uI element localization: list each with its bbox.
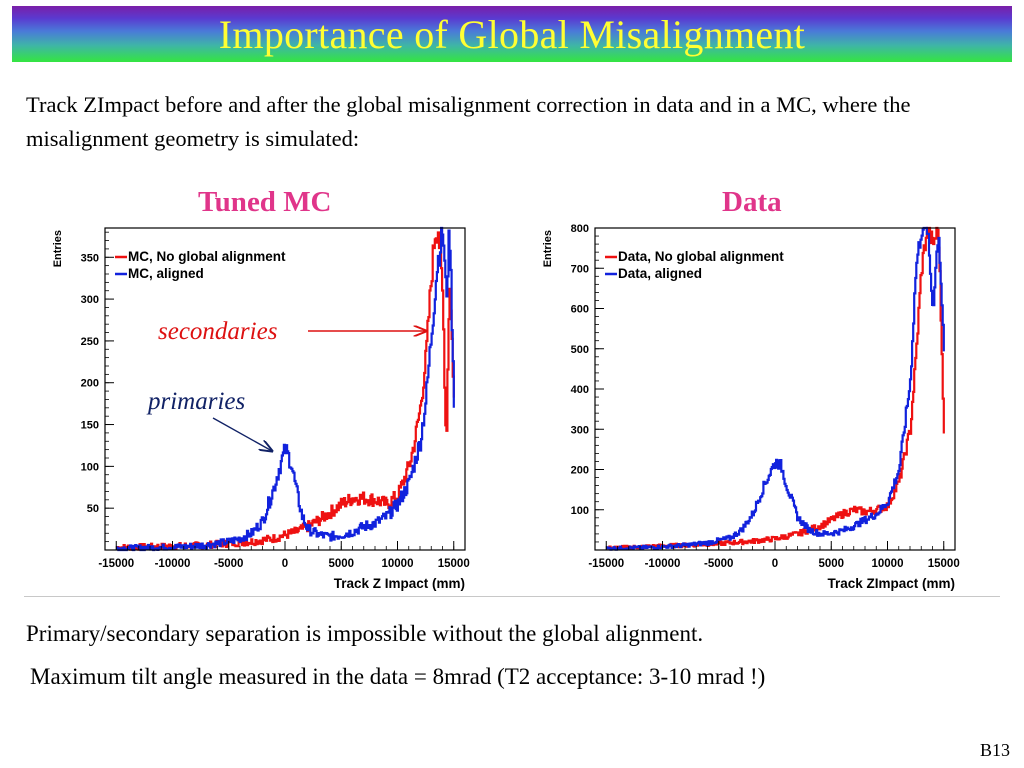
x-tick-label: 0 (282, 558, 288, 570)
intro-text: Track ZImpact before and after the globa… (26, 92, 911, 151)
y-axis-label: Entries (52, 230, 64, 267)
x-tick-label: 15000 (928, 558, 960, 570)
legend-entry: MC, No global alignment (128, 249, 286, 264)
x-tick-label: 10000 (872, 558, 904, 570)
primaries-annotation: primaries (146, 388, 245, 415)
slide-title: Importance of Global Misalignment (218, 11, 806, 57)
y-tick-label: 100 (81, 461, 99, 473)
y-tick-label: 400 (571, 384, 589, 396)
chart-data: 100 200 300 400 500 600 700 800 -15000 -10000 -500… (535, 222, 980, 597)
x-tick-label: -15000 (98, 558, 134, 570)
secondaries-annotation: secondaries (158, 318, 277, 345)
conclusion-tilt-angle: Maximum tilt angle measured in the data … (30, 664, 766, 689)
y-tick-label: 100 (571, 505, 589, 517)
y-tick-label: 250 (81, 336, 99, 348)
legend-entry: Data, No global alignment (618, 249, 784, 264)
y-tick-label: 50 (87, 503, 99, 515)
y-tick-label: 300 (571, 424, 589, 436)
y-axis-label: Entries (542, 230, 554, 267)
conclusion-separation: Primary/secondary separation is impossib… (26, 621, 704, 646)
divider (24, 596, 1000, 597)
chart-tuned-mc: 50 100 150 200 250 300 350 -15000 -10000 -5000 0 50… (45, 222, 490, 597)
y-tick-label: 150 (81, 420, 99, 432)
slide-number: B13 (979, 740, 1010, 760)
x-tick-label: 0 (772, 558, 778, 570)
legend-entry: MC, aligned (128, 266, 204, 281)
x-tick-label: -5000 (214, 558, 243, 570)
x-tick-label: 15000 (438, 558, 470, 570)
chart-background (45, 222, 490, 597)
x-axis-label: Track Z Impact (mm) (334, 576, 465, 591)
primaries-arrow (212, 417, 272, 451)
y-tick-label: 200 (81, 378, 99, 390)
legend-entry: Data, aligned (618, 266, 702, 281)
x-tick-label: -10000 (155, 558, 191, 570)
y-tick-label: 500 (571, 344, 589, 356)
x-tick-label: -10000 (645, 558, 681, 570)
y-tick-label: 700 (571, 263, 589, 275)
series-line-aligned (116, 226, 455, 552)
x-tick-label: -5000 (704, 558, 733, 570)
series-line-aligned (606, 226, 945, 551)
title-bar: Importance of Global Misalignment (12, 6, 1012, 62)
y-tick-label: 200 (571, 465, 589, 477)
y-tick-label: 600 (571, 304, 589, 316)
x-tick-label: 10000 (382, 558, 414, 570)
x-tick-label: -15000 (588, 558, 624, 570)
x-tick-label: 5000 (818, 558, 844, 570)
x-axis-label: Track ZImpact (mm) (827, 576, 955, 591)
y-tick-label: 300 (81, 294, 99, 306)
y-tick-label: 350 (81, 252, 99, 264)
x-tick-label: 5000 (328, 558, 354, 570)
y-tick-label: 800 (571, 223, 589, 235)
panel-title-tuned-mc: Tuned MC (198, 186, 332, 218)
panel-title-data: Data (722, 186, 782, 218)
